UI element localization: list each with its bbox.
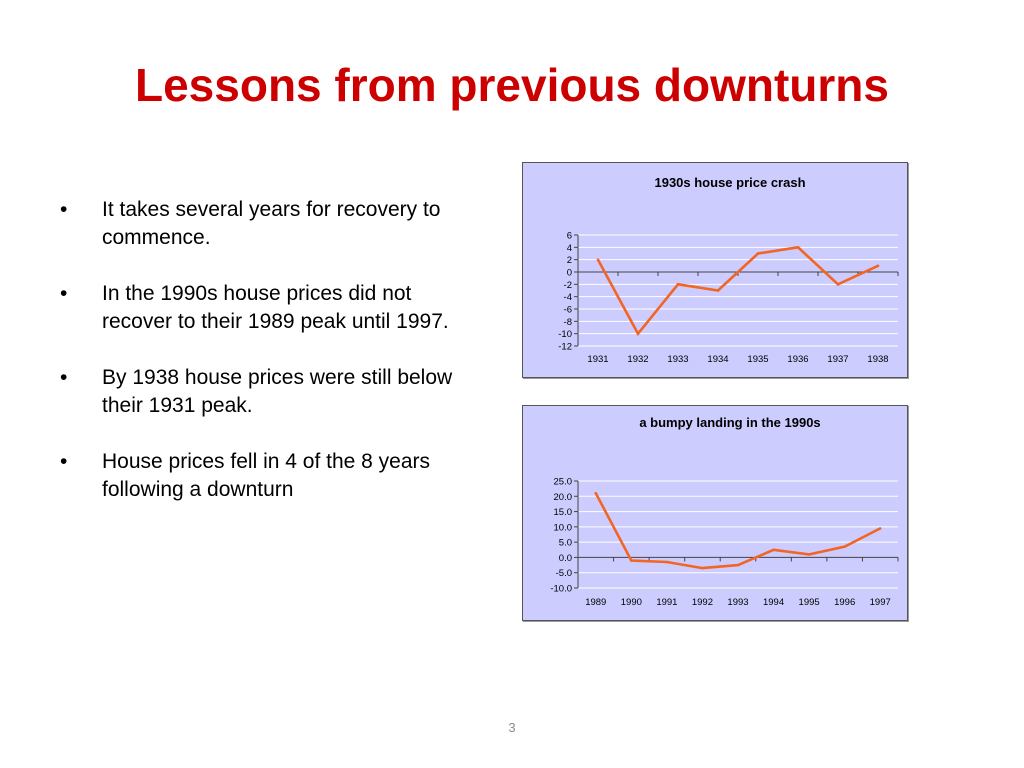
x-tick-label: 1995 <box>799 597 820 608</box>
y-tick-label: 0.0 <box>559 553 572 564</box>
y-tick-label: -10 <box>558 329 572 340</box>
chart-title: 1930s house price crash <box>654 175 805 190</box>
y-tick-label: -2 <box>564 280 572 291</box>
x-tick-label: 1994 <box>763 597 784 608</box>
y-tick-label: -10.0 <box>550 584 572 595</box>
y-tick-label: -5.0 <box>556 568 572 579</box>
bullet-item: • In the 1990s house prices did not reco… <box>60 280 470 336</box>
series-line <box>594 492 881 570</box>
x-tick-label: 1935 <box>747 354 768 365</box>
y-tick-label: -12 <box>558 342 572 353</box>
x-tick-label: 1990 <box>621 597 642 608</box>
slide-title: Lessons from previous downturns <box>135 59 889 111</box>
bullet-icon: • <box>60 450 68 473</box>
y-tick-label: 5.0 <box>559 538 572 549</box>
y-tick-label: -4 <box>564 292 572 303</box>
data-point <box>807 553 811 556</box>
bullet-item: • House prices fell in 4 of the 8 years … <box>60 448 470 504</box>
bullet-item: • It takes several years for recovery to… <box>60 196 470 252</box>
data-point <box>701 566 704 570</box>
data-point <box>636 332 640 335</box>
bullet-icon: • <box>60 282 68 305</box>
chart-canvas: a bumpy landing in the 1990s 25.0 20.0 15.0… <box>550 415 899 608</box>
y-tick-label: 20.0 <box>554 492 573 503</box>
bullet-text: It takes several years for recovery to c… <box>102 198 441 249</box>
data-point <box>676 283 680 286</box>
x-tick-label: 1991 <box>656 597 677 608</box>
data-point <box>630 559 633 562</box>
y-tick-label: 0 <box>567 268 572 279</box>
bullet-icon: • <box>60 198 68 221</box>
x-tick-label: 1932 <box>627 354 648 365</box>
data-point <box>836 283 840 286</box>
bullet-text: By 1938 house prices were still below th… <box>102 366 453 417</box>
data-point <box>796 246 800 249</box>
x-tick-label: 1992 <box>692 597 713 608</box>
y-tick-label: 10.0 <box>554 522 573 533</box>
x-tick-label: 1936 <box>787 354 808 365</box>
data-point <box>876 264 880 268</box>
data-point <box>772 548 775 552</box>
y-tick-label: -6 <box>564 305 572 316</box>
x-tick-label: 1993 <box>727 597 748 608</box>
bullet-text: In the 1990s house prices did not recove… <box>102 282 449 333</box>
x-tick-label: 1989 <box>585 597 606 608</box>
chart-title: a bumpy landing in the 1990s <box>639 415 820 430</box>
x-tick-label: 1934 <box>707 354 728 365</box>
data-point <box>716 289 720 292</box>
y-tick-label: -8 <box>564 317 572 328</box>
page-number: 3 <box>508 720 516 735</box>
y-tick-label: 4 <box>567 243 572 254</box>
x-tick-label: 1997 <box>870 597 891 608</box>
data-point <box>594 491 598 495</box>
bullet-text: House prices fell in 4 of the 8 years fo… <box>102 450 431 501</box>
bullet-list: • It takes several years for recovery to… <box>60 196 470 532</box>
data-point <box>843 545 846 549</box>
y-tick-label: 6 <box>567 231 572 242</box>
data-point <box>665 560 669 564</box>
chart-bumpy-landing-1990s: a bumpy landing in the 1990s 25.0 20.0 15.0… <box>522 405 908 621</box>
y-tick-label: 25.0 <box>554 477 573 488</box>
y-tick-label: 2 <box>567 255 572 266</box>
x-tick-label: 1937 <box>827 354 848 365</box>
x-tick-label: 1933 <box>667 354 688 365</box>
chart-canvas: 1930s house price crash 642 0-2-4 -6-8-10 -1… <box>558 175 899 365</box>
y-tick-label: 15.0 <box>554 507 573 518</box>
bullet-item: • By 1938 house prices were still below … <box>60 364 470 420</box>
data-point <box>736 563 740 567</box>
data-point <box>756 252 760 255</box>
chart-1930s-house-price-crash: 1930s house price crash 6 4 2 0 -2 -4 -6 -8 -10 -1… <box>522 162 908 378</box>
x-tick-label: 1938 <box>867 354 888 365</box>
x-tick-label: 1931 <box>587 354 608 365</box>
data-point <box>878 527 882 530</box>
series-line <box>596 245 879 337</box>
x-tick-label: 1996 <box>834 597 855 608</box>
data-point <box>596 258 600 261</box>
bullet-icon: • <box>60 366 68 389</box>
